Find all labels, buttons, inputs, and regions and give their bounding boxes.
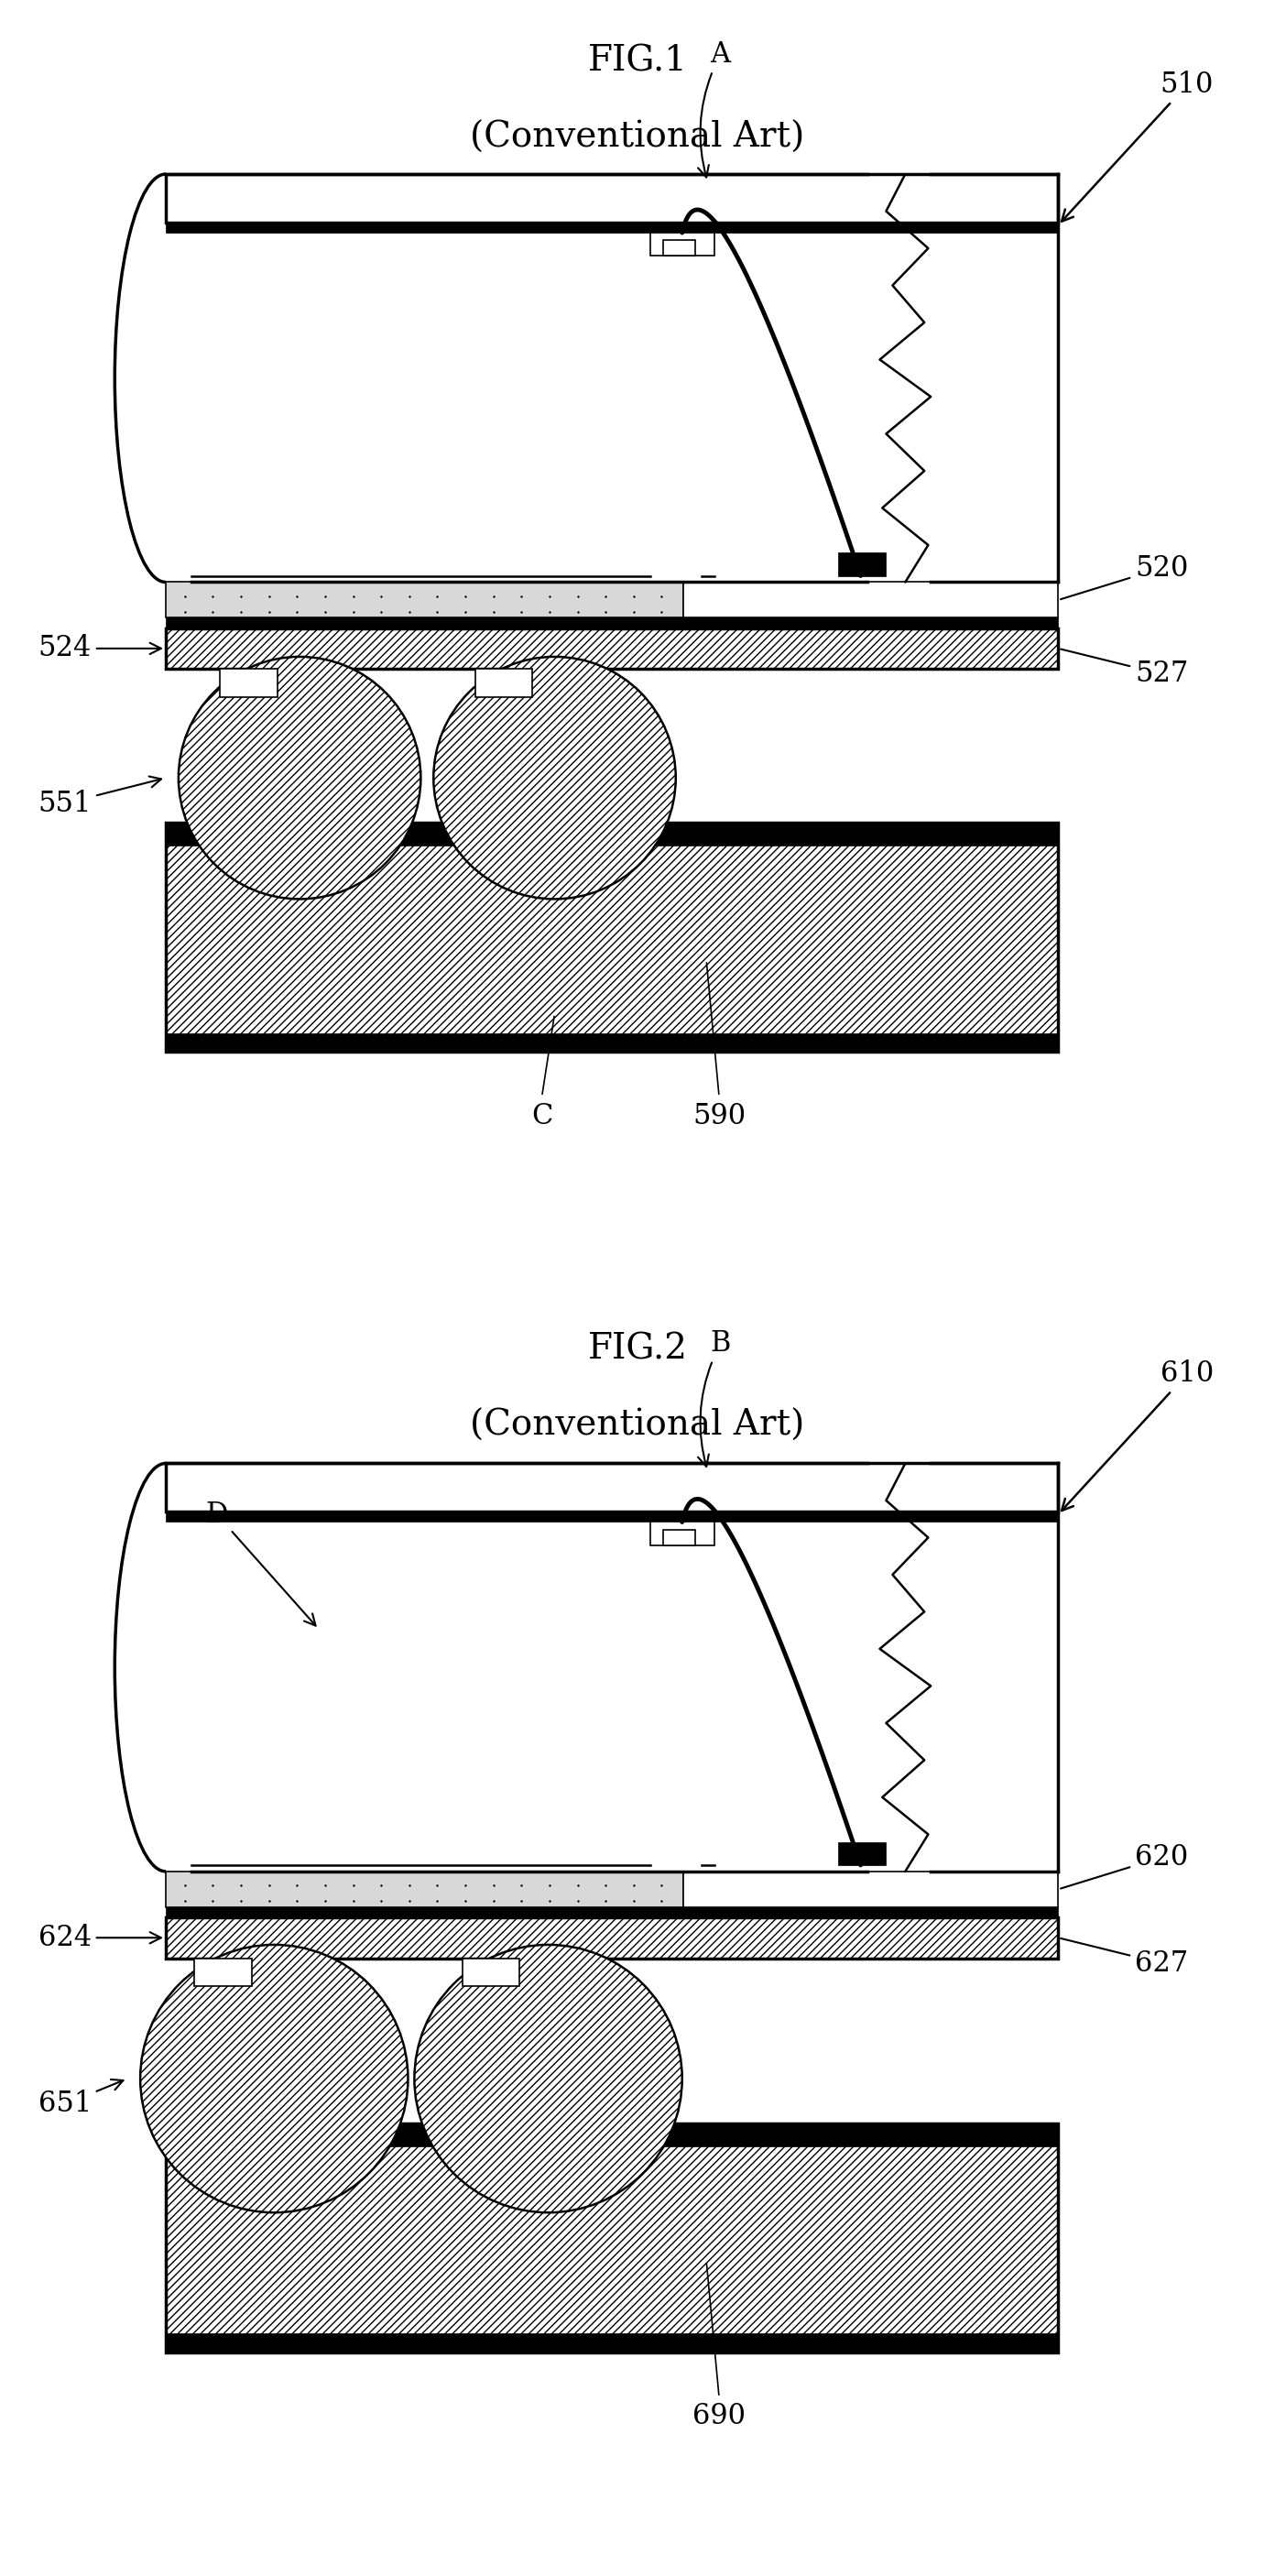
Bar <box>474 670 533 698</box>
Bar <box>166 1917 1058 1958</box>
Bar <box>474 829 533 845</box>
Bar <box>166 1033 1058 1051</box>
Bar <box>166 822 1058 845</box>
Text: 620: 620 <box>1061 1844 1188 1888</box>
Bar <box>663 240 695 255</box>
Bar <box>838 554 886 577</box>
Text: 510: 510 <box>1062 70 1214 222</box>
Bar <box>462 2130 519 2146</box>
Bar <box>194 2130 252 2146</box>
Bar <box>474 817 533 845</box>
Circle shape <box>414 1945 682 2213</box>
Bar <box>462 1958 519 1986</box>
Text: D: D <box>205 1499 316 1625</box>
Bar <box>194 1958 252 1986</box>
Bar <box>166 222 1058 232</box>
Text: 610: 610 <box>1062 1360 1214 1510</box>
Text: A: A <box>697 41 731 178</box>
Bar <box>650 1522 714 1546</box>
Text: 551: 551 <box>38 775 161 817</box>
Bar <box>166 582 683 618</box>
Text: C: C <box>532 1103 552 1131</box>
Circle shape <box>140 1945 408 2213</box>
Text: 690: 690 <box>692 2403 746 2432</box>
Bar <box>194 2117 252 2146</box>
Text: 524: 524 <box>38 634 161 662</box>
Text: (Conventional Art): (Conventional Art) <box>470 1409 805 1443</box>
Bar <box>683 1870 1058 1906</box>
Bar <box>166 629 1058 670</box>
Bar <box>166 1906 1058 1917</box>
Bar <box>462 2117 519 2146</box>
Bar <box>221 670 278 698</box>
Bar <box>166 2123 1058 2146</box>
Bar <box>166 1870 683 1906</box>
Circle shape <box>179 657 421 899</box>
Text: 527: 527 <box>1061 649 1188 688</box>
Bar <box>166 822 1058 1051</box>
Text: (Conventional Art): (Conventional Art) <box>470 121 805 155</box>
Text: FIG.1: FIG.1 <box>588 44 687 77</box>
Bar <box>683 582 1058 618</box>
Bar <box>166 175 1058 222</box>
Bar <box>166 2123 1058 2352</box>
Text: 651: 651 <box>38 2079 124 2117</box>
Bar <box>838 1842 886 1865</box>
Text: 590: 590 <box>692 1103 746 1131</box>
Text: 624: 624 <box>38 1924 161 1953</box>
Bar <box>221 817 278 845</box>
Bar <box>650 232 714 255</box>
Bar <box>166 2334 1058 2352</box>
Bar <box>663 1530 695 1546</box>
Text: B: B <box>697 1329 731 1466</box>
Text: 520: 520 <box>1061 554 1188 600</box>
Bar <box>166 618 1058 629</box>
Bar <box>166 1512 1058 1522</box>
Text: FIG.2: FIG.2 <box>588 1332 687 1365</box>
Bar <box>166 1463 1058 1512</box>
Text: 627: 627 <box>1061 1937 1188 1978</box>
Bar <box>221 829 278 845</box>
Circle shape <box>434 657 676 899</box>
